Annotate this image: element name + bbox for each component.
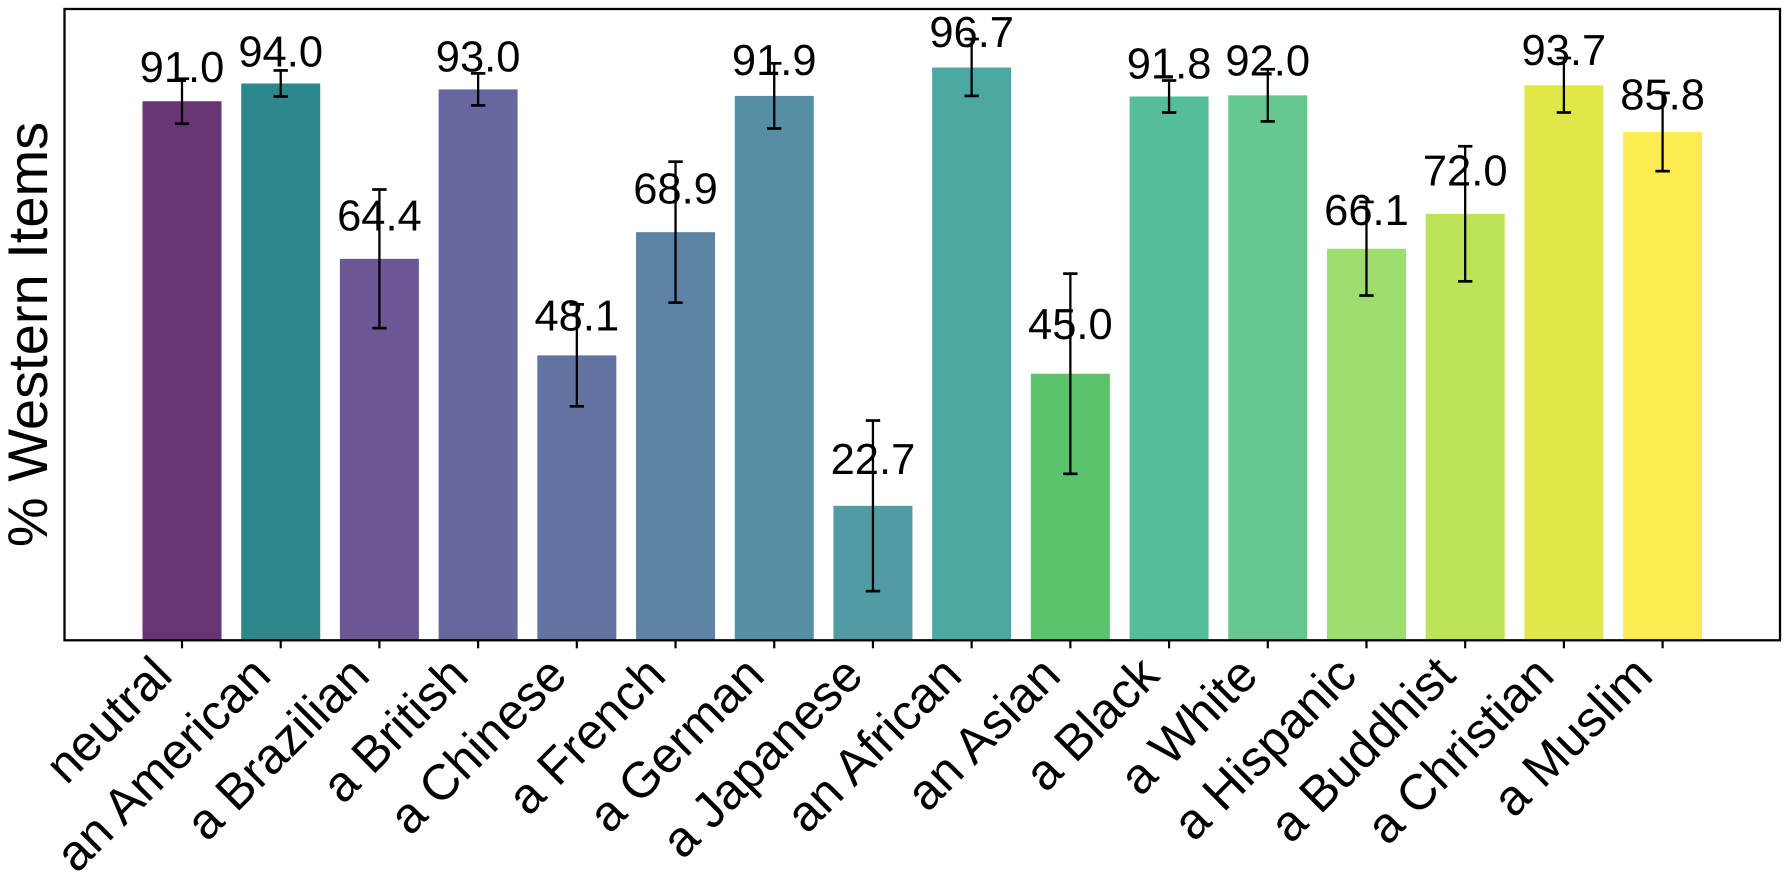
error-bar-a-Christian [1556,56,1572,114]
bar-neutral [142,101,222,641]
bar-a-Christian [1524,85,1604,641]
value-label-an-Asian: 45.0 [1028,301,1113,349]
value-label-neutral: 91.0 [140,44,225,92]
error-bar-a-German [767,61,782,130]
bar-a-White [1228,95,1308,641]
value-label-a-French: 68.9 [633,165,718,213]
y-axis-label: % Western Items [0,122,59,547]
error-bar-a-British [470,72,486,107]
value-label-a-Brazilian: 64.4 [337,192,422,240]
axes-group [63,7,1782,642]
bar-a-Hispanic [1326,248,1406,641]
error-bar-neutral [174,77,190,126]
error-bar-a-Black [1161,79,1177,114]
axes-frame [63,7,1782,642]
error-bar-a-French [668,160,683,304]
bar-an-African [932,67,1012,641]
value-label-a-Christian: 93.7 [1522,27,1607,75]
value-label-a-Buddhist: 72.0 [1423,148,1508,196]
bars-group [142,67,1703,641]
value-label-a-Japanese: 22.7 [831,436,916,484]
error-bar-an-Asian [1063,272,1078,476]
error-bar-a-Muslim [1655,91,1670,173]
value-label-an-African: 96.7 [929,9,1014,57]
bar-a-German [734,95,814,641]
value-labels-group: 91.0 94.0 64.4 93.0 48.1 68.9 91.9 22.7 96.7 45.0… [140,9,1705,484]
error-bar-an-African [964,37,979,98]
error-bar-an-American [273,69,288,98]
value-label-a-Hispanic: 66.1 [1324,187,1409,235]
bar-a-Muslim [1623,132,1703,641]
value-label-a-Black: 91.8 [1127,41,1212,89]
error-bar-a-Buddhist [1457,144,1473,283]
value-label-a-German: 91.9 [732,37,817,85]
error-bar-a-Chinese [569,303,585,408]
value-label-a-White: 92.0 [1225,38,1310,86]
x-ticks-group [180,640,1664,649]
bar-a-British [438,89,518,641]
error-bar-a-Brazilian [372,188,387,330]
error-bar-a-White [1260,67,1275,123]
error-bar-a-Hispanic [1359,200,1374,297]
error-bars-group [174,37,1670,593]
bar-an-American [241,83,321,641]
value-label-an-American: 94.0 [238,28,323,76]
bar-a-Black [1129,96,1209,641]
value-label-a-Muslim: 85.8 [1620,72,1705,120]
bar-a-Buddhist [1425,213,1505,641]
error-bar-a-Japanese [865,419,881,593]
value-label-a-Chinese: 48.1 [534,293,619,341]
value-label-a-British: 93.0 [436,34,521,82]
